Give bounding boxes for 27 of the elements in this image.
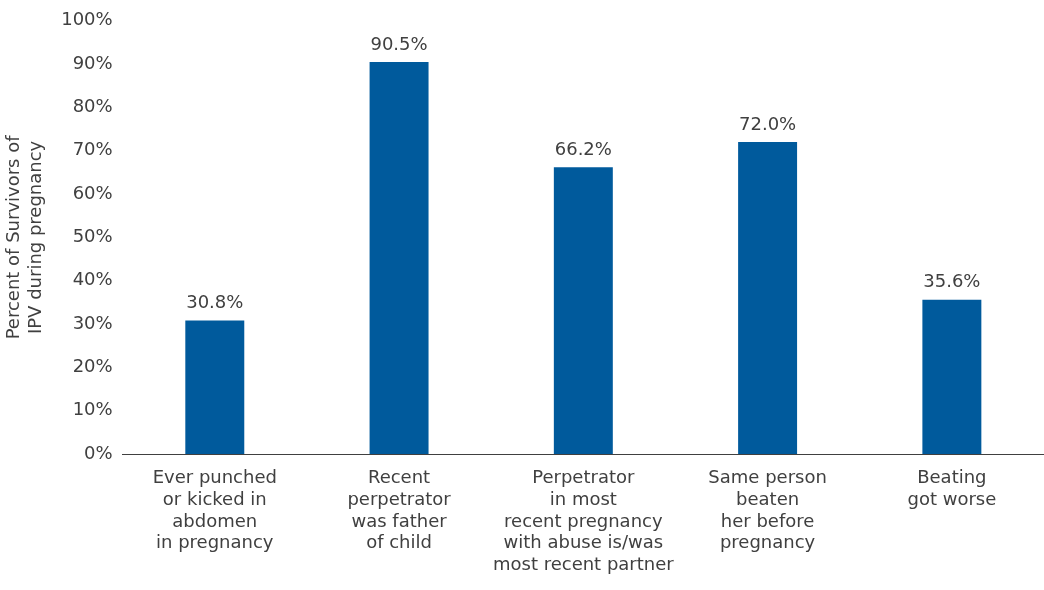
bar [185,320,245,454]
y-tick-label: 50% [72,225,113,247]
y-tick-label: 40% [72,268,113,290]
bar [553,167,613,454]
x-tick-label: Recent perpetrator was father of child [347,466,452,553]
bar [738,142,798,454]
y-tick-label: 20% [72,355,113,377]
y-tick-label: 0% [84,441,113,463]
data-label: 66.2% [554,137,612,159]
x-tick-label: Ever punched or kicked in abdomen in pregnancy [152,466,277,553]
y-tick-label: 80% [72,95,113,117]
y-axis-title: Percent of Survivors of IPV during pregnancy [2,134,46,340]
bar [369,61,429,454]
y-tick-label: 100% [61,8,113,30]
y-tick-label: 70% [72,138,113,160]
data-label: 35.6% [923,270,981,292]
y-tick-label: 30% [72,311,113,333]
x-tick-label: Same person beaten her before pregnancy [708,466,827,553]
x-tick-label: Beating got worse [907,466,997,510]
data-label: 30.8% [186,291,244,313]
data-label: 72.0% [739,112,797,134]
x-tick-label: Perpetrator in most recent pregnancy with abuse is/was most recent partner [492,466,675,574]
y-tick-label: 90% [72,51,113,73]
y-tick-label: 60% [72,181,113,203]
data-label: 90.5% [370,32,428,54]
bar [922,299,982,454]
y-tick-label: 10% [72,398,113,420]
